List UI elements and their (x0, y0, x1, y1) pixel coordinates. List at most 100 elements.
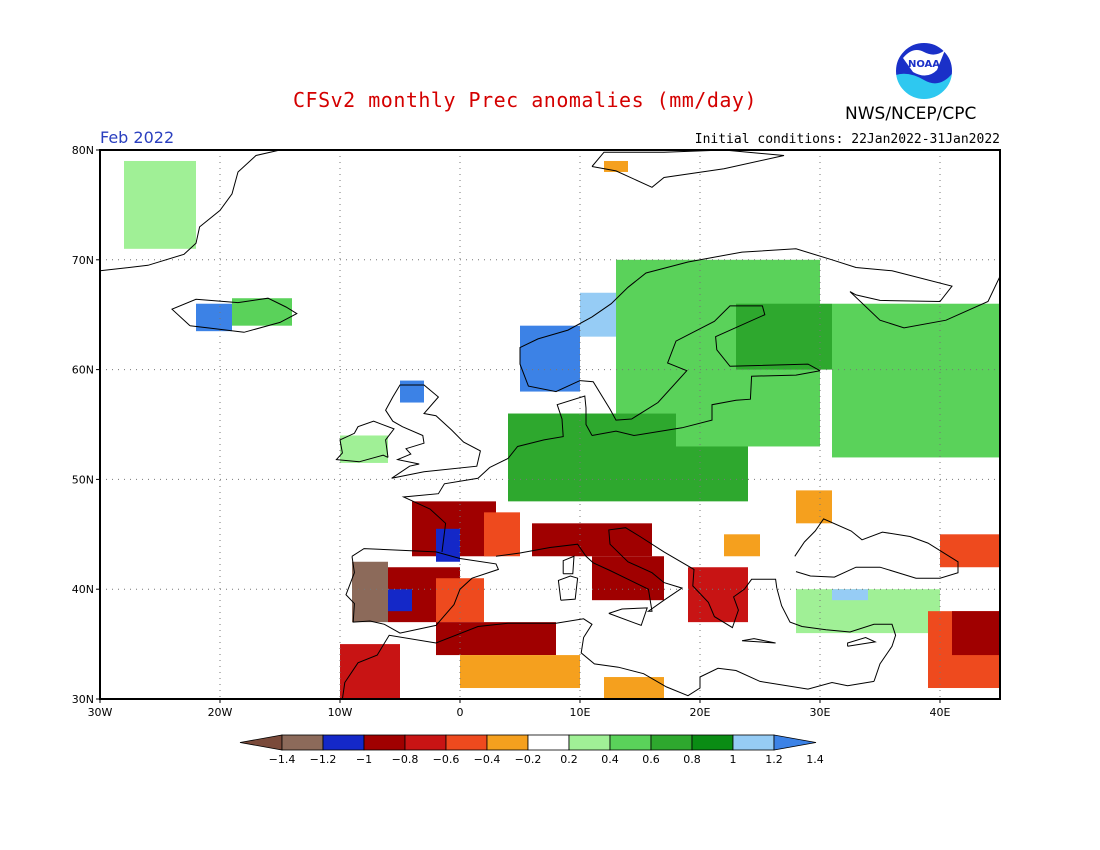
colorbar-label: 0.6 (642, 753, 660, 766)
noaa-logo-icon: NOAA (894, 41, 954, 101)
colorbar-swatch (609, 734, 652, 751)
colorbar-label: 0.8 (683, 753, 701, 766)
anomaly-region-turkey-blue (832, 589, 868, 601)
colorbar-label: −1.4 (269, 753, 296, 766)
coastline-svalbard (591, 150, 785, 188)
anomaly-region-italy (592, 556, 664, 601)
anomaly-region-libya (604, 677, 664, 699)
colorbar-label: −1 (356, 753, 372, 766)
lon-tick-label: 10W (328, 706, 353, 719)
colorbar-label: −0.8 (392, 753, 419, 766)
anomaly-region-ireland (340, 435, 388, 463)
anomaly-region-svalbard (604, 160, 628, 172)
coastline-black-sea (794, 518, 959, 579)
coastline-scandinavia (519, 248, 1000, 421)
anomaly-region-biscay (436, 528, 460, 562)
anomaly-region-balkans (688, 567, 748, 623)
coastline-north-africa (341, 618, 875, 699)
coastline-baltic-south (591, 370, 821, 437)
colorbar-swatch (281, 734, 324, 751)
anomaly-region-uk-west (400, 380, 424, 403)
anomaly-region-baltic (676, 380, 820, 447)
colorbar-label: 1 (730, 753, 737, 766)
colorbar-label: −0.6 (433, 753, 460, 766)
colorbar-swatch (404, 734, 447, 751)
coastline-crete (741, 638, 776, 644)
anomaly-region-iberia-blue (388, 589, 412, 612)
colorbar-swatch (445, 734, 488, 751)
colorbar-swatch (568, 734, 611, 751)
anomaly-region-russia-north (832, 303, 1000, 458)
colorbar-min-arrow (239, 734, 283, 751)
coastline-iceland (171, 297, 298, 333)
coastline-caspian (1024, 545, 1054, 613)
lat-tick-label: 80N (72, 144, 94, 157)
anomaly-region-iberia-west (352, 561, 388, 623)
coastline-lowlands-denmark (489, 395, 593, 468)
lat-tick-label: 30N (72, 693, 94, 706)
coastline-sicily (608, 607, 648, 627)
lon-tick-label: 20W (208, 706, 233, 719)
colorbar-swatch (486, 734, 529, 751)
coastline-cyprus (847, 636, 877, 647)
coastline-greenland-east (100, 150, 281, 272)
colorbar-label: 1.4 (806, 753, 824, 766)
coastlines (100, 150, 1054, 699)
initial-conditions-label: Initial conditions: 22Jan2022-31Jan2022 (694, 132, 1000, 147)
colorbar-swatch (527, 734, 570, 751)
coastline-mediterranean-north (495, 527, 778, 629)
coastline-turkey (776, 587, 897, 682)
anomaly-shading (124, 160, 1000, 699)
lon-tick-label: 0 (457, 706, 464, 719)
map-frame (99, 149, 1001, 700)
logo-text: NOAA (908, 59, 940, 70)
graticule (100, 150, 1000, 699)
lat-tick-label: 50N (72, 473, 94, 486)
colorbar-label: −1.2 (310, 753, 337, 766)
anomaly-region-alps (532, 523, 652, 557)
anomaly-region-france-south (484, 512, 520, 557)
colorbar: −1.4 −1.2 −1 −0.8 −0.6 −0.4 −0.2 0.2 0.4 0.6 0.8 1 1… (239, 734, 824, 766)
coastline-france (401, 466, 491, 552)
lon-tick-label: 40E (930, 706, 951, 719)
anomaly-region-finland (736, 303, 832, 370)
colorbar-max-arrow (773, 734, 817, 751)
coastline-iberia (345, 548, 500, 634)
month-label: Feb 2022 (100, 128, 175, 147)
anomaly-region-romania (724, 534, 760, 557)
anomaly-region-iran-red (952, 611, 1000, 656)
colorbar-label: −0.4 (474, 753, 501, 766)
colorbar-swatch (732, 734, 775, 751)
anomaly-region-greenland (124, 160, 196, 249)
colorbar-label: −0.2 (515, 753, 542, 766)
lon-tick-label: 30E (810, 706, 831, 719)
anomaly-region-ukraine-east (796, 490, 832, 524)
lat-tick-label: 70N (72, 254, 94, 267)
anomaly-region-caucasus (940, 534, 1000, 568)
colorbar-swatch (363, 734, 406, 751)
anomaly-region-norway-coast (520, 325, 580, 392)
coastline-britain (385, 384, 481, 479)
colorbar-swatch (322, 734, 365, 751)
latitude-ticks: 80N 70N 60N 50N 40N 30N (72, 144, 100, 706)
anomaly-region-maghreb (436, 622, 556, 656)
anomaly-region-morocco (340, 644, 400, 699)
coastline-sardinia (557, 575, 579, 601)
lat-tick-label: 40N (72, 583, 94, 596)
longitude-ticks: 30W 20W 10W 0 10E 20E 30E 40E (88, 699, 951, 719)
lon-tick-label: 20E (690, 706, 711, 719)
agency-label: NWS/NCEP/CPC (845, 104, 977, 124)
colorbar-label: 1.2 (765, 753, 783, 766)
colorbar-label: 0.4 (601, 753, 619, 766)
colorbar-label: 0.2 (560, 753, 578, 766)
lon-tick-label: 30W (88, 706, 113, 719)
coastline-corsica (562, 555, 575, 575)
map-title: CFSv2 monthly Prec anomalies (mm/day) (292, 88, 758, 112)
colorbar-swatch (691, 734, 734, 751)
anomaly-region-iceland-west (196, 303, 232, 332)
colorbar-swatch (650, 734, 693, 751)
coastline-ireland (335, 420, 395, 463)
anomaly-region-sahara-north (460, 655, 580, 689)
lat-tick-label: 60N (72, 364, 94, 377)
